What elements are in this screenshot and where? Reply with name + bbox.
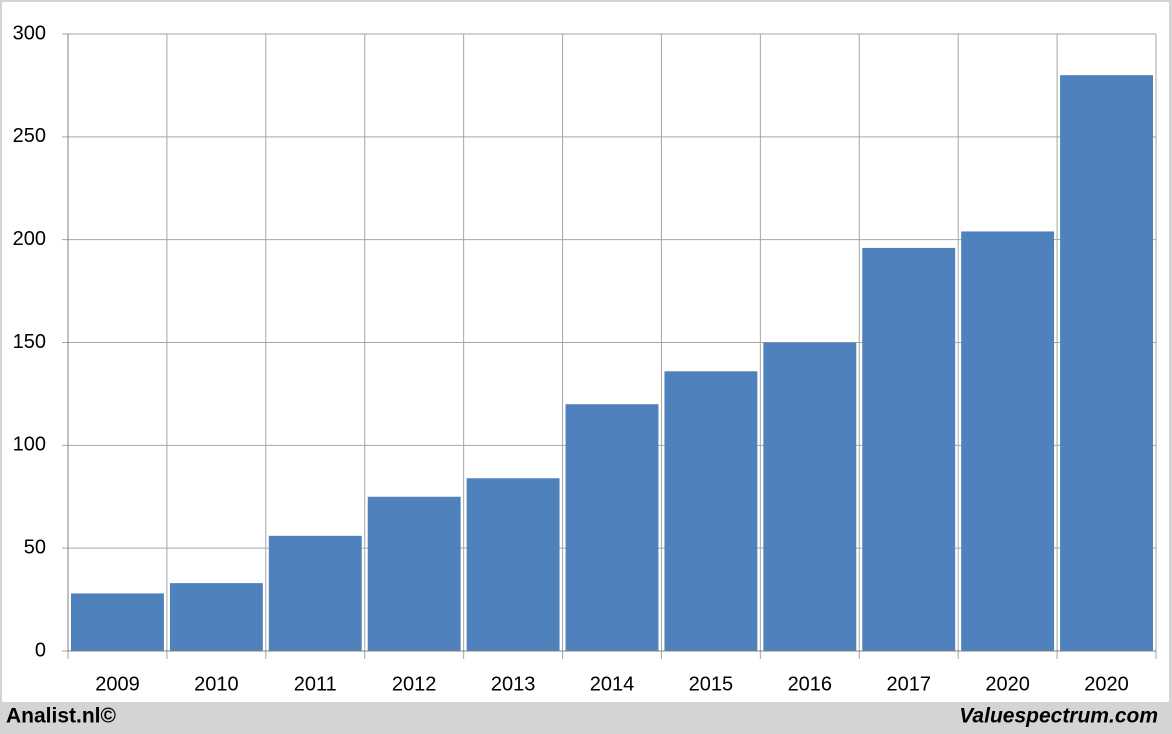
y-tick-label: 200 (13, 228, 46, 250)
bar (71, 593, 164, 651)
x-tick-label: 2016 (788, 673, 833, 695)
x-tick-label: 2013 (491, 673, 536, 695)
bar (763, 342, 857, 651)
bar (268, 535, 362, 651)
footer-right: Valuespectrum.com (959, 705, 1158, 728)
x-tick-label: 2015 (689, 673, 734, 695)
y-tick-label: 150 (13, 331, 46, 353)
bar (961, 231, 1055, 651)
bar (367, 496, 461, 651)
x-tick-label: 2020 (985, 673, 1030, 695)
bar (466, 478, 560, 651)
x-tick-label: 2009 (95, 673, 140, 695)
x-tick-label: 2014 (590, 673, 635, 695)
bar (862, 247, 956, 652)
bar (565, 404, 659, 651)
y-tick-label: 250 (13, 125, 46, 147)
y-tick-label: 300 (13, 22, 46, 44)
y-tick-label: 50 (24, 536, 46, 558)
footer-left: Analist.nl© (6, 705, 117, 728)
x-tick-label: 2017 (886, 673, 931, 695)
bar (664, 371, 758, 651)
bar (169, 583, 263, 651)
x-tick-label: 2012 (392, 673, 437, 695)
x-tick-label: 2011 (294, 673, 337, 695)
y-tick-label: 0 (35, 639, 46, 661)
y-tick-label: 100 (13, 434, 46, 456)
x-tick-label: 2020 (1084, 673, 1129, 695)
bar (1060, 75, 1153, 652)
x-tick-label: 2010 (194, 673, 239, 695)
